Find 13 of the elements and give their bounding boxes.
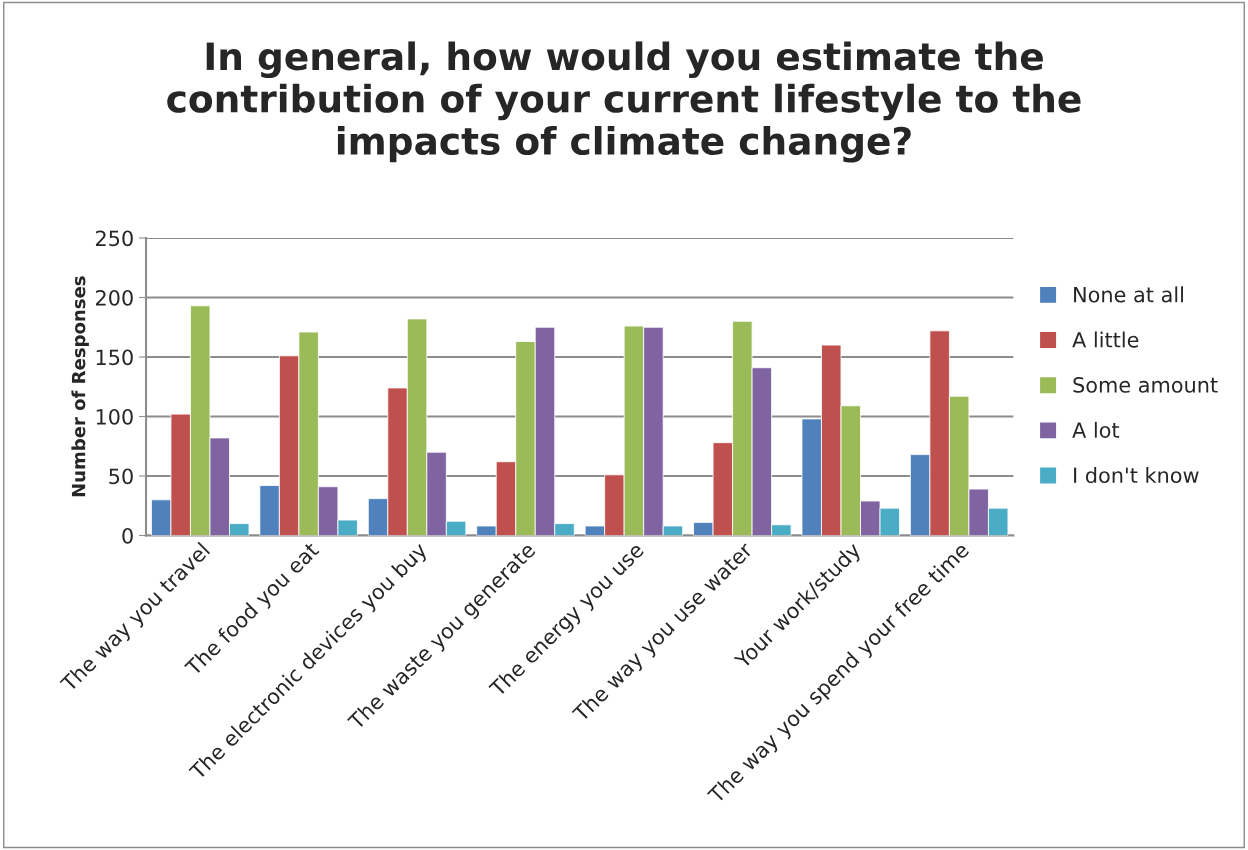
y-axis-title: Number of Responses (71, 276, 89, 497)
y-tick-label: 0 (122, 527, 133, 544)
y-tick-label: 100 (96, 408, 133, 425)
legend-label: A little (1072, 331, 1139, 348)
legend-label: I don't know (1074, 466, 1199, 484)
y-tick-label: 200 (95, 289, 133, 306)
legend-label: A lot (1072, 421, 1120, 438)
chart-title: In general, how would you estimate the contribution of your current lifestyle to the impacts of climate change? (167, 41, 1081, 163)
y-tick-label: 50 (109, 468, 133, 485)
y-tick-label: 250 (95, 230, 133, 247)
legend-label: None at all (1074, 286, 1183, 303)
y-tick-label: 150 (96, 349, 133, 366)
legend-label: Some amount (1073, 377, 1218, 393)
